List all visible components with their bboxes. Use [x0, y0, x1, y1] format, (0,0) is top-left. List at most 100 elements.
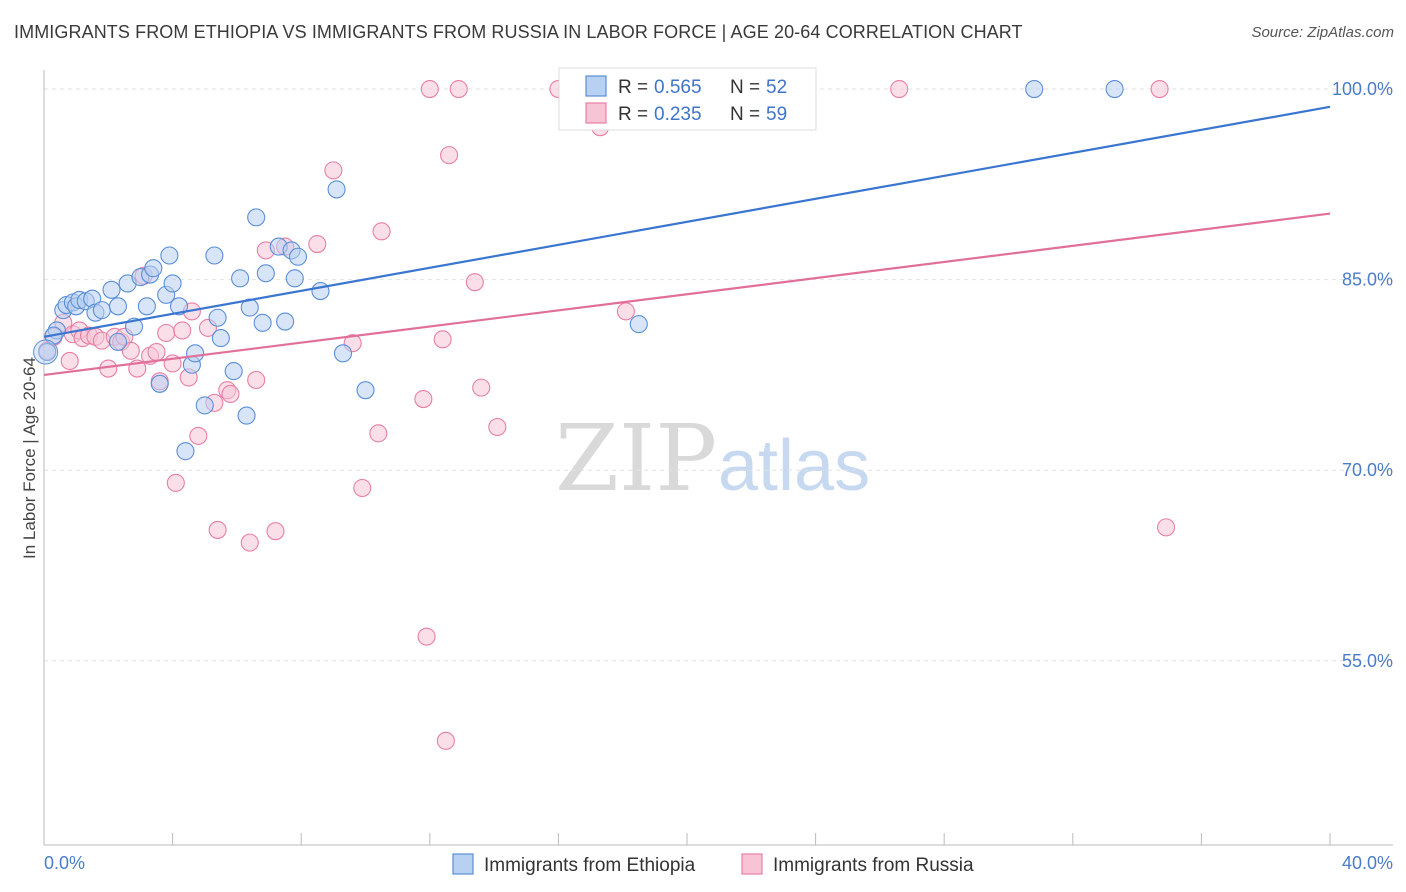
point-ethiopia — [38, 342, 57, 362]
chart-title: IMMIGRANTS FROM ETHIOPIA VS IMMIGRANTS F… — [14, 22, 1023, 42]
point-ethiopia — [237, 406, 256, 425]
point-ethiopia — [276, 312, 295, 331]
point-ethiopia — [285, 269, 304, 288]
point-russia — [157, 323, 176, 343]
point-ethiopia — [253, 313, 272, 332]
point-ethiopia — [1025, 80, 1044, 99]
point-russia — [121, 341, 140, 360]
y-tick-label: 85.0% — [1342, 270, 1393, 290]
point-ethiopia — [176, 442, 195, 461]
series-legend: Immigrants from Ethiopia Immigrants from… — [452, 853, 974, 876]
point-ethiopia — [150, 374, 169, 393]
point-russia — [221, 384, 240, 404]
bottom-legend-label-ethiopia: Immigrants from Ethiopia — [484, 855, 696, 876]
trend-line-ethiopia — [43, 105, 1331, 338]
stats-legend: R = 0.565 N = 52 R = 0.235 N = 59 — [558, 67, 817, 131]
legend-n-label-russia: N = — [730, 104, 760, 125]
point-russia — [1150, 80, 1169, 99]
point-russia — [414, 390, 433, 409]
series-ethiopia-points — [33, 80, 1124, 461]
point-russia — [488, 417, 507, 437]
y-tick-label: 100.0% — [1332, 79, 1393, 99]
point-ethiopia — [169, 297, 189, 316]
point-russia — [616, 302, 635, 321]
legend-r-label-ethiopia: R = — [618, 77, 648, 98]
y-tick-labels: 100.0% 85.0% 70.0% 55.0% — [1332, 79, 1393, 671]
y-tick-label: 70.0% — [1342, 460, 1393, 480]
point-ethiopia — [205, 246, 224, 265]
point-ethiopia — [108, 332, 127, 351]
watermark: ZIP atlas — [555, 405, 870, 512]
legend-r-value-russia: 0.235 — [654, 104, 702, 125]
point-ethiopia — [108, 297, 127, 316]
point-russia — [324, 161, 343, 180]
legend-swatch-russia — [585, 102, 607, 124]
point-russia — [369, 424, 388, 443]
point-ethiopia — [160, 246, 179, 265]
point-ethiopia — [231, 269, 250, 288]
point-ethiopia — [356, 381, 375, 400]
point-ethiopia — [224, 362, 243, 381]
trend-line-russia — [43, 212, 1331, 377]
y-tick-label: 55.0% — [1342, 651, 1393, 671]
point-russia — [890, 80, 909, 99]
point-ethiopia — [195, 396, 214, 415]
point-ethiopia — [1105, 80, 1124, 99]
point-russia — [372, 222, 391, 241]
point-ethiopia — [137, 297, 156, 316]
legend-n-value-russia: 59 — [766, 104, 787, 125]
x-tick-label-min: 0.0% — [44, 853, 85, 873]
point-russia — [472, 378, 491, 397]
point-russia — [308, 235, 327, 254]
legend-n-value-ethiopia: 52 — [766, 77, 787, 98]
point-russia — [433, 330, 452, 349]
point-ethiopia — [92, 301, 111, 320]
point-russia — [60, 351, 79, 370]
bottom-legend-swatch-ethiopia — [452, 853, 474, 875]
point-russia — [353, 478, 372, 498]
legend-swatch-ethiopia — [585, 75, 607, 97]
point-ethiopia — [288, 247, 308, 266]
point-russia — [449, 80, 468, 99]
point-russia — [440, 146, 459, 165]
watermark-atlas: atlas — [718, 426, 870, 506]
x-axis-ticks — [43, 833, 1331, 845]
point-russia — [436, 731, 455, 750]
point-ethiopia — [144, 259, 163, 278]
point-russia — [247, 370, 266, 390]
point-russia — [147, 342, 166, 362]
point-russia — [420, 80, 439, 99]
y-axis-label: In Labor Force | Age 20-64 — [20, 357, 39, 559]
legend-n-label-ethiopia: N = — [730, 77, 760, 98]
legend-r-value-ethiopia: 0.565 — [654, 77, 702, 98]
point-ethiopia — [186, 344, 205, 363]
legend-r-label-russia: R = — [618, 104, 648, 125]
point-ethiopia — [629, 315, 648, 334]
point-ethiopia — [333, 344, 353, 363]
point-ethiopia — [163, 274, 182, 293]
point-russia — [240, 533, 259, 552]
point-russia — [189, 426, 208, 445]
gridlines — [44, 88, 1393, 662]
bottom-legend-label-russia: Immigrants from Russia — [773, 855, 974, 876]
point-ethiopia — [327, 180, 346, 199]
point-ethiopia — [211, 329, 230, 348]
point-russia — [173, 321, 192, 340]
point-ethiopia — [208, 308, 227, 327]
point-russia — [1156, 518, 1176, 537]
point-ethiopia — [102, 280, 121, 299]
point-ethiopia — [311, 282, 330, 301]
point-russia — [465, 273, 484, 292]
bottom-legend-swatch-russia — [741, 853, 763, 875]
point-russia — [266, 522, 285, 541]
point-ethiopia — [247, 208, 266, 227]
point-russia — [208, 520, 227, 539]
x-tick-label-max: 40.0% — [1342, 853, 1393, 873]
source-credit: Source: ZipAtlas.com — [1251, 24, 1394, 41]
watermark-zip: ZIP — [555, 405, 717, 512]
point-russia — [166, 473, 185, 492]
point-ethiopia-cluster — [33, 339, 59, 365]
point-russia — [417, 627, 436, 646]
point-ethiopia — [256, 264, 275, 283]
